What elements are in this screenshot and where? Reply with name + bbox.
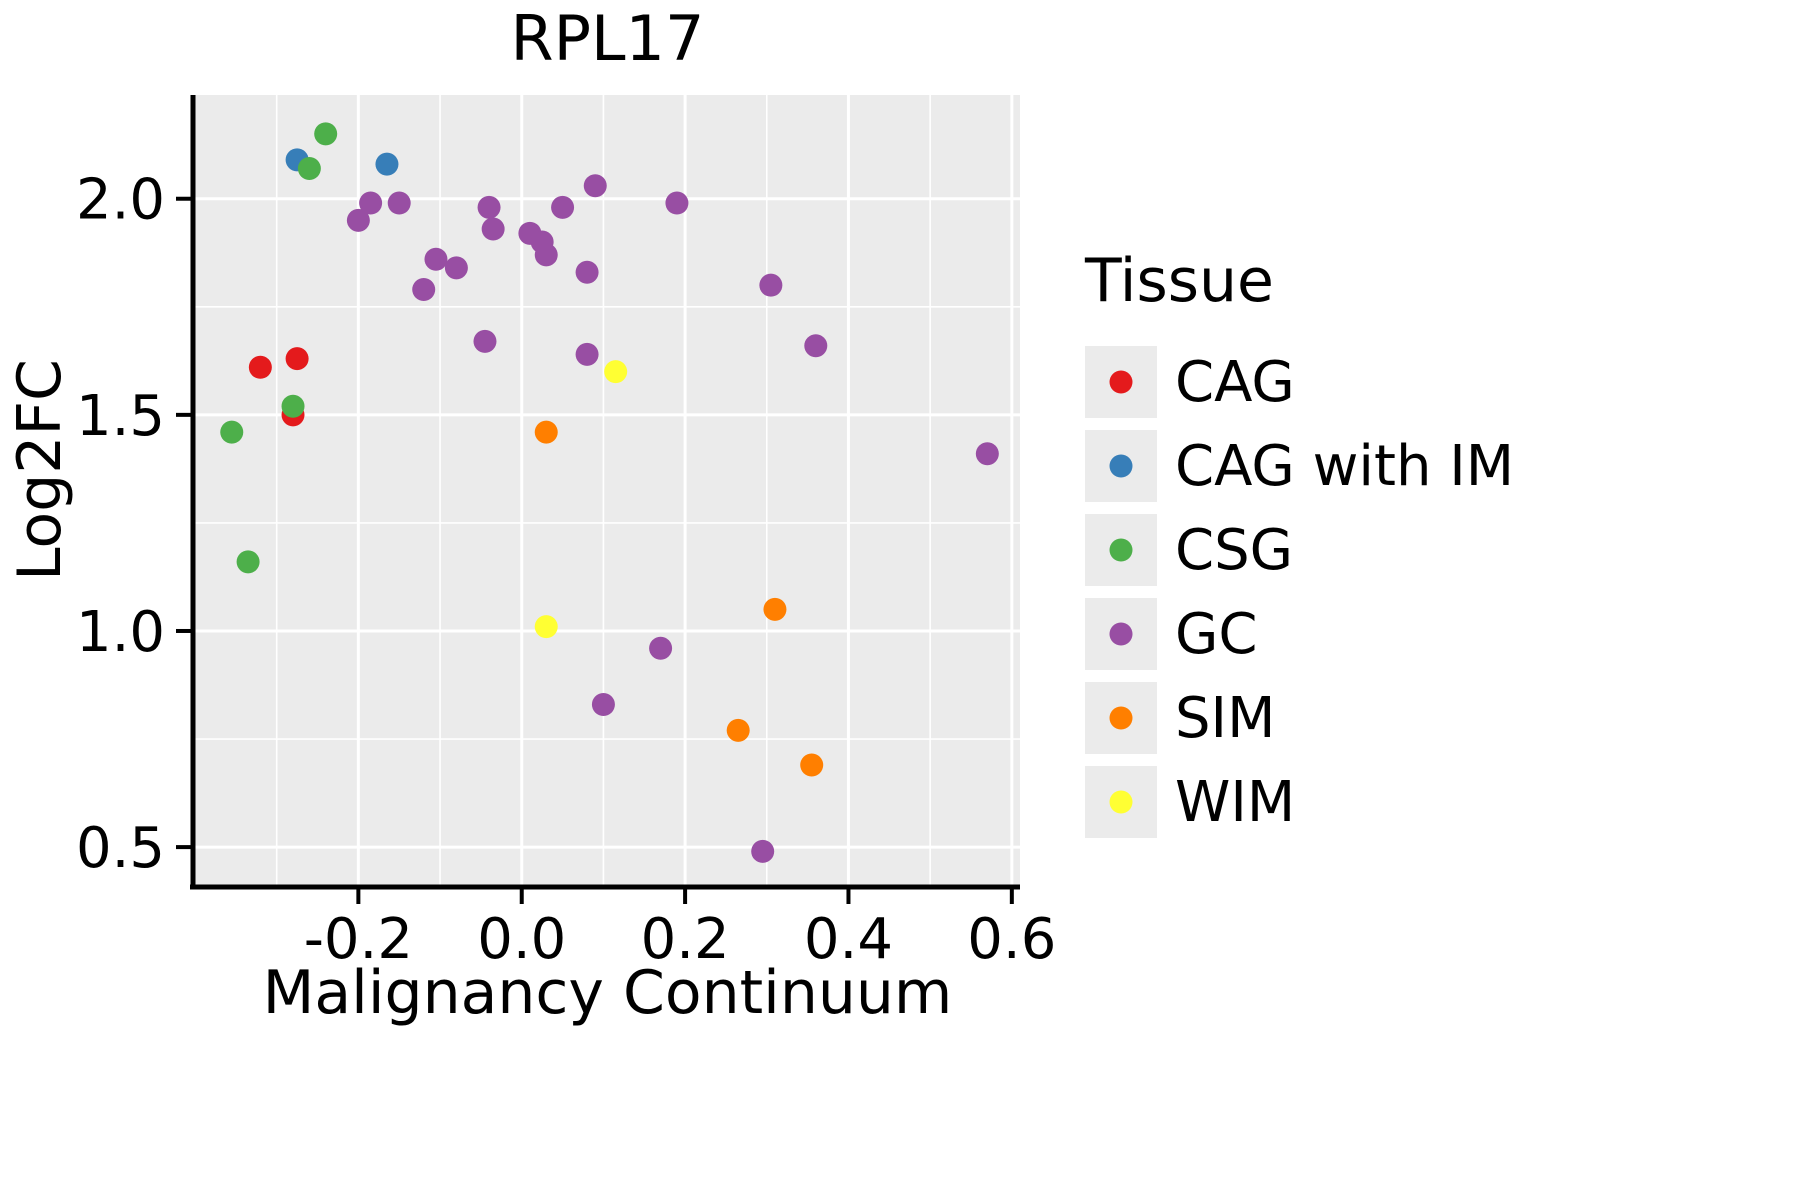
point-cag xyxy=(285,347,309,371)
point-gc xyxy=(575,342,599,366)
y-tick-label: 2.0 xyxy=(76,168,165,233)
legend: Tissue CAG CAG with IM CSG GC SIM WIM xyxy=(1085,246,1514,844)
legend-label: WIM xyxy=(1175,769,1296,835)
x-axis-title: Malignancy Continuum xyxy=(262,958,953,1028)
point-csg xyxy=(220,420,244,444)
point-gc xyxy=(649,636,673,660)
point-gc xyxy=(551,195,575,219)
legend-entry-sim: SIM xyxy=(1085,676,1514,760)
point-cag xyxy=(248,355,272,379)
point-csg xyxy=(236,550,260,574)
point-sim xyxy=(726,718,750,742)
point-gc xyxy=(751,839,775,863)
legend-label: GC xyxy=(1175,601,1258,667)
legend-key-cag xyxy=(1085,346,1157,418)
point-sim xyxy=(800,753,824,777)
point-gc xyxy=(387,191,411,215)
x-tick-label: -0.2 xyxy=(304,907,413,972)
legend-dot-icon xyxy=(1109,790,1133,814)
point-gc xyxy=(759,273,783,297)
point-gc xyxy=(583,174,607,198)
point-cag-with-im xyxy=(375,152,399,176)
point-csg xyxy=(281,394,305,418)
point-sim xyxy=(534,420,558,444)
y-axis-title: Log2FC xyxy=(5,359,75,581)
point-gc xyxy=(665,191,689,215)
legend-key-sim xyxy=(1085,682,1157,754)
legend-label: CSG xyxy=(1175,517,1294,583)
x-tick-label: 0.0 xyxy=(477,907,566,972)
x-tick-label: 0.6 xyxy=(967,907,1056,972)
legend-dot-icon xyxy=(1109,706,1133,730)
legend-key-cag-with-im xyxy=(1085,430,1157,502)
legend-dot-icon xyxy=(1109,538,1133,562)
point-wim xyxy=(534,615,558,639)
point-csg xyxy=(297,156,321,180)
chart-title: RPL17 xyxy=(510,2,705,75)
x-tick-label: 0.2 xyxy=(641,907,730,972)
point-gc xyxy=(346,208,370,232)
point-gc xyxy=(591,692,615,716)
y-tick-label: 0.5 xyxy=(76,816,165,881)
point-gc xyxy=(804,334,828,358)
legend-key-wim xyxy=(1085,766,1157,838)
legend-entry-csg: CSG xyxy=(1085,508,1514,592)
legend-entry-wim: WIM xyxy=(1085,760,1514,844)
legend-entry-cag-with-im: CAG with IM xyxy=(1085,424,1514,508)
point-gc xyxy=(975,442,999,466)
point-gc xyxy=(359,191,383,215)
panel-background xyxy=(195,95,1020,886)
point-wim xyxy=(604,360,628,384)
legend-label: CAG with IM xyxy=(1175,433,1515,499)
legend-title: Tissue xyxy=(1085,246,1274,316)
y-tick-label: 1.0 xyxy=(76,600,165,665)
legend-key-csg xyxy=(1085,514,1157,586)
point-gc xyxy=(424,247,448,271)
x-tick-label: 0.4 xyxy=(804,907,893,972)
point-gc xyxy=(444,256,468,280)
point-gc xyxy=(534,243,558,267)
legend-entry-gc: GC xyxy=(1085,592,1514,676)
legend-entries: CAG CAG with IM CSG GC SIM WIM xyxy=(1085,340,1514,844)
point-gc xyxy=(575,260,599,284)
point-sim xyxy=(763,597,787,621)
point-gc xyxy=(412,278,436,302)
legend-label: SIM xyxy=(1175,685,1276,751)
point-csg xyxy=(314,122,338,146)
point-gc xyxy=(477,195,501,219)
point-gc xyxy=(473,329,497,353)
legend-key-gc xyxy=(1085,598,1157,670)
point-gc xyxy=(481,217,505,241)
legend-entry-cag: CAG xyxy=(1085,340,1514,424)
y-tick-label: 1.5 xyxy=(76,384,165,449)
legend-dot-icon xyxy=(1109,370,1133,394)
legend-dot-icon xyxy=(1109,454,1133,478)
legend-label: CAG xyxy=(1175,349,1295,415)
legend-dot-icon xyxy=(1109,622,1133,646)
